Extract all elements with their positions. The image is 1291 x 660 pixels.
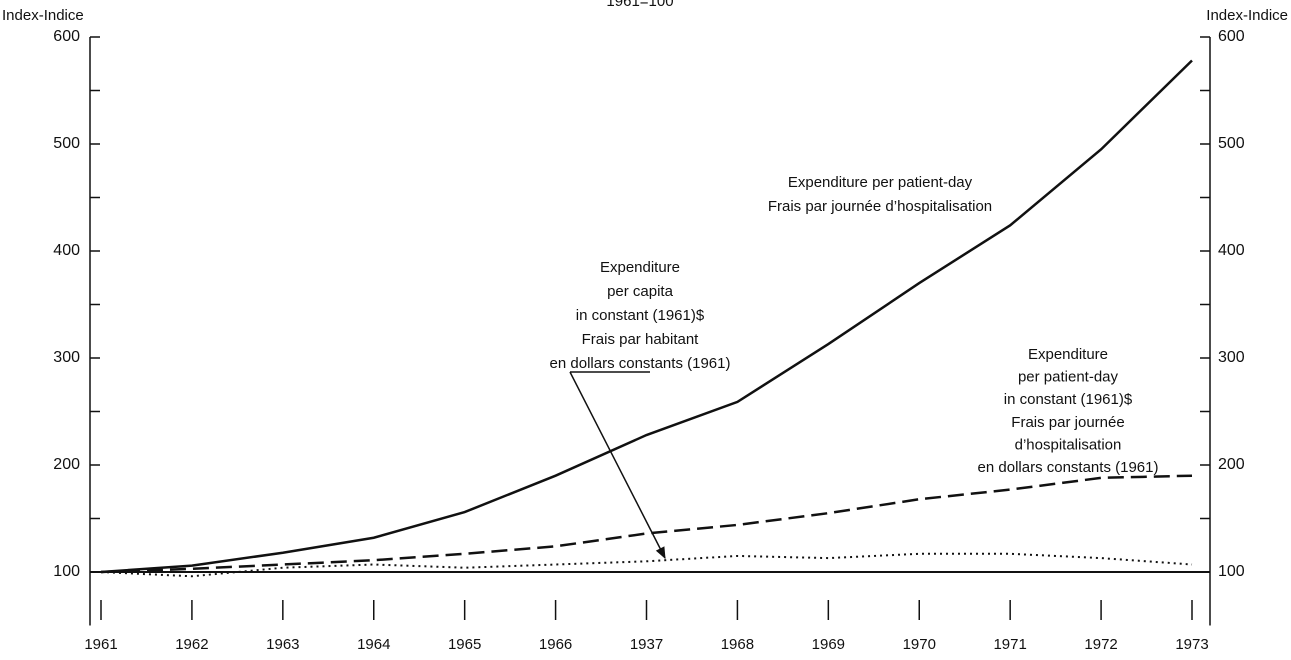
x-tick-label: 1973 [1175,636,1208,653]
x-tick-label: 1962 [175,636,208,653]
y-tick-label: 400 [53,242,80,259]
y-axis-label: Index-Indice [2,7,84,24]
annotation: Frais par habitant [582,331,700,348]
annotation: in constant (1961)$ [1004,391,1133,408]
annotation: Expenditure [600,259,680,276]
x-tick-label: 1972 [1084,636,1117,653]
x-tick-label: 1969 [812,636,845,653]
annotation: en dollars constants (1961) [550,355,731,372]
x-tick-label: 1966 [539,636,572,653]
y2-axis-label: Index-Indice [1206,7,1288,24]
annotation: Frais par journée [1011,414,1124,431]
annotation: Expenditure per patient-day [788,174,973,191]
series-line [100,474,1193,574]
x-tick-label: 1964 [357,636,390,653]
y2-tick-label: 600 [1218,28,1245,45]
annotation: d’hospitalisation [1015,436,1122,453]
x-tick-label: 1970 [903,636,936,653]
x-tick-label: 1971 [993,636,1026,653]
y-tick-label: 200 [53,456,80,473]
y2-tick-label: 200 [1218,456,1245,473]
x-tick-label: 1965 [448,636,481,653]
annotation: Frais par journée d’hospitalisation [768,198,992,215]
y2-tick-label: 500 [1218,135,1245,152]
y-tick-label: 300 [53,349,80,366]
x-tick-label: 1968 [721,636,754,653]
pointer-arrow [569,371,666,560]
y2-tick-label: 400 [1218,242,1245,259]
series-line [100,59,1193,574]
annotation: en dollars constants (1961) [978,459,1159,476]
y-tick-label: 500 [53,135,80,152]
x-tick-label: 1937 [630,636,663,653]
annotation: in constant (1961)$ [576,307,705,324]
y2-tick-label: 300 [1218,349,1245,366]
annotation: per patient-day [1018,369,1119,386]
y-tick-label: 600 [53,28,80,45]
y2-tick-label: 100 [1218,563,1245,580]
annotation: Expenditure [1028,346,1108,363]
x-tick-label: 1963 [266,636,299,653]
y-tick-label: 100 [53,563,80,580]
series-line [100,552,1193,578]
x-tick-label: 1961 [84,636,117,653]
annotation: per capita [607,283,674,300]
chart-title: 1961=100 [606,0,673,10]
